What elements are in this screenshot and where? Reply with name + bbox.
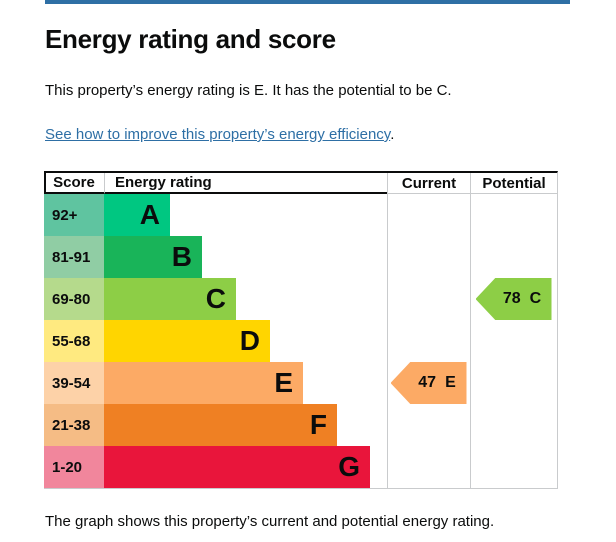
band-score-cell: 21-38 (44, 404, 104, 446)
column-header-potential: Potential (470, 173, 557, 194)
potential-score-value: 78 (502, 290, 521, 307)
band-row-b: 81-91 B (44, 236, 557, 278)
band-row-a: 92+ A (44, 194, 557, 236)
band-bar: C (104, 278, 236, 320)
band-letter: E (274, 367, 293, 398)
accent-bar (45, 0, 570, 4)
chart-header: Score Energy rating Current Potential (44, 173, 557, 194)
band-letter: A (139, 199, 160, 230)
band-score-cell: 55-68 (44, 320, 104, 362)
vertical-gridline-potential (470, 194, 471, 488)
band-letter: B (171, 241, 192, 272)
band-letter: D (239, 325, 260, 356)
band-row-e: 39-54 E (44, 362, 557, 404)
link-suffix: . (390, 126, 395, 143)
band-row-c: 69-80 C (44, 278, 557, 320)
band-row-f: 21-38 F (44, 404, 557, 446)
band-bar: A (104, 194, 170, 236)
potential-band-letter: C (529, 290, 542, 307)
band-score-cell: 69-80 (44, 278, 104, 320)
summary-text: This property’s energy rating is E. It h… (45, 82, 452, 99)
band-score-cell: 81-91 (44, 236, 104, 278)
band-letter: F (309, 409, 327, 440)
band-score-cell: 92+ (44, 194, 104, 236)
band-bar: E (104, 362, 303, 404)
improvement-link-line: See how to improve this property’s energ… (45, 126, 394, 143)
improvement-link[interactable]: See how to improve this property’s energ… (45, 126, 391, 143)
chart-body: 92+ A 81-91 B 69-80 C 55-68 D 39-54 (44, 194, 557, 489)
band-bar: G (104, 446, 370, 488)
current-score-value: 47 (418, 374, 437, 391)
band-letter: G (338, 451, 360, 482)
current-band-letter: E (445, 374, 456, 391)
band-row-g: 1-20 G (44, 446, 557, 488)
column-header-current: Current (387, 173, 470, 194)
column-header-energy-rating: Energy rating (104, 173, 387, 194)
column-header-score: Score (44, 173, 104, 194)
band-bar: F (104, 404, 337, 446)
energy-rating-chart: Score Energy rating Current Potential 92… (44, 171, 558, 489)
band-bar: B (104, 236, 202, 278)
band-bar: D (104, 320, 270, 362)
band-score-cell: 1-20 (44, 446, 104, 488)
chart-caption: The graph shows this property’s current … (45, 513, 495, 530)
band-letter: C (205, 283, 226, 314)
vertical-gridline-current (387, 194, 388, 488)
band-score-cell: 39-54 (44, 362, 104, 404)
band-row-d: 55-68 D (44, 320, 557, 362)
page-title: Energy rating and score (45, 24, 336, 54)
